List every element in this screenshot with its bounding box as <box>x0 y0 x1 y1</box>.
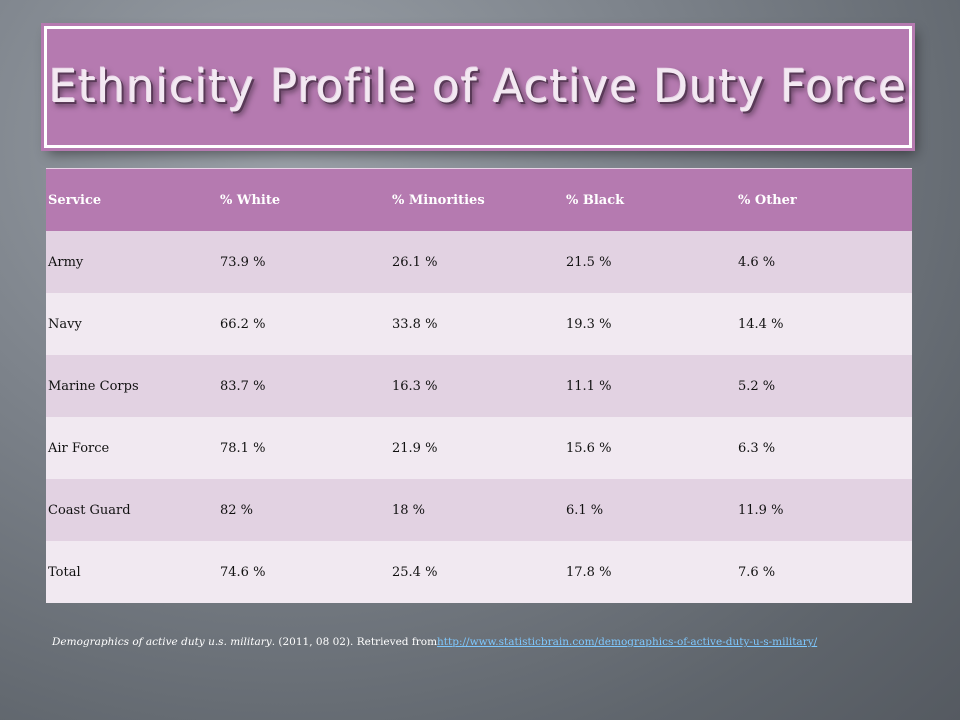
table-row: Marine Corps 83.7 % 16.3 % 11.1 % 5.2 % <box>46 355 912 417</box>
citation: Demographics of active duty u.s. militar… <box>52 636 922 648</box>
cell-service: Air Force <box>46 417 218 479</box>
header-minorities: % Minorities <box>390 168 564 231</box>
cell-black: 15.6 % <box>564 417 736 479</box>
table-row: Coast Guard 82 % 18 % 6.1 % 11.9 % <box>46 479 912 541</box>
cell-white: 66.2 % <box>218 293 390 355</box>
header-other: % Other <box>736 168 912 231</box>
cell-black: 19.3 % <box>564 293 736 355</box>
cell-white: 82 % <box>218 479 390 541</box>
cell-service: Total <box>46 541 218 603</box>
citation-link[interactable]: http://www.statisticbrain.com/demographi… <box>437 636 818 648</box>
cell-other: 11.9 % <box>736 479 912 541</box>
cell-service: Army <box>46 231 218 293</box>
citation-title: Demographics of active duty u.s. militar… <box>52 636 272 648</box>
cell-minorities: 16.3 % <box>390 355 564 417</box>
cell-other: 6.3 % <box>736 417 912 479</box>
cell-minorities: 18 % <box>390 479 564 541</box>
header-white: % White <box>218 168 390 231</box>
header-service: Service <box>46 168 218 231</box>
table-header-row: Service % White % Minorities % Black % O… <box>46 168 912 231</box>
cell-black: 21.5 % <box>564 231 736 293</box>
cell-other: 14.4 % <box>736 293 912 355</box>
cell-minorities: 26.1 % <box>390 231 564 293</box>
cell-service: Marine Corps <box>46 355 218 417</box>
cell-black: 17.8 % <box>564 541 736 603</box>
cell-white: 73.9 % <box>218 231 390 293</box>
slide-title: Ethnicity Profile of Active Duty Force <box>48 60 908 113</box>
cell-white: 83.7 % <box>218 355 390 417</box>
cell-white: 74.6 % <box>218 541 390 603</box>
table-row: Navy 66.2 % 33.8 % 19.3 % 14.4 % <box>46 293 912 355</box>
table-row: Total 74.6 % 25.4 % 17.8 % 7.6 % <box>46 541 912 603</box>
cell-black: 6.1 % <box>564 479 736 541</box>
cell-other: 5.2 % <box>736 355 912 417</box>
title-banner: Ethnicity Profile of Active Duty Force <box>44 26 912 148</box>
cell-white: 78.1 % <box>218 417 390 479</box>
header-black: % Black <box>564 168 736 231</box>
cell-minorities: 21.9 % <box>390 417 564 479</box>
cell-other: 4.6 % <box>736 231 912 293</box>
citation-text: . (2011, 08 02). Retrieved from <box>271 636 438 648</box>
cell-other: 7.6 % <box>736 541 912 603</box>
cell-service: Navy <box>46 293 218 355</box>
cell-black: 11.1 % <box>564 355 736 417</box>
ethnicity-table: Service % White % Minorities % Black % O… <box>46 168 912 603</box>
table-row: Air Force 78.1 % 21.9 % 15.6 % 6.3 % <box>46 417 912 479</box>
cell-minorities: 33.8 % <box>390 293 564 355</box>
table-row: Army 73.9 % 26.1 % 21.5 % 4.6 % <box>46 231 912 293</box>
cell-minorities: 25.4 % <box>390 541 564 603</box>
cell-service: Coast Guard <box>46 479 218 541</box>
